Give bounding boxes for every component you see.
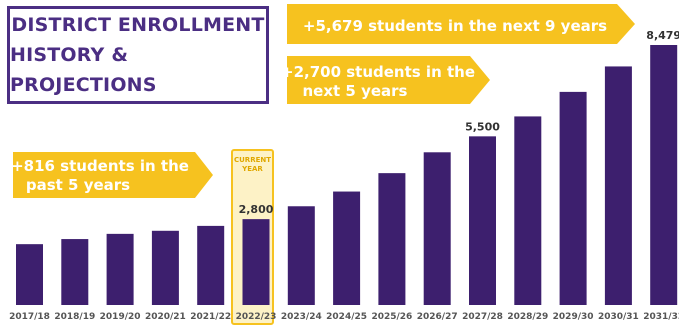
bar-2024-25	[333, 191, 361, 305]
bar-2017-18	[16, 244, 43, 305]
x-tick-label: 2023/24	[281, 312, 322, 322]
bar-2022-23	[242, 219, 270, 305]
bar-2028-29	[514, 116, 542, 305]
callout-past-line2: past 5 years	[26, 176, 130, 194]
x-tick-label: 2017/18	[9, 312, 50, 322]
bar-2023-24	[287, 206, 315, 305]
x-tick-label: 2022/23	[236, 312, 277, 322]
x-tick-label: 2018/19	[54, 312, 95, 322]
x-tick-label: 2021/22	[190, 312, 231, 322]
x-tick-label: 2031/32	[643, 312, 679, 322]
x-tick-label: 2030/31	[598, 312, 639, 322]
bar-2021-22	[197, 225, 225, 305]
data-label: 2,800	[239, 203, 274, 216]
callout-nine-year-text: +5,679 students in the next 9 years	[303, 17, 607, 35]
callout-arrow-past	[13, 152, 213, 198]
x-tick-label: 2028/29	[507, 312, 548, 322]
callout-arrow-five-year	[287, 56, 490, 104]
bar-2031-32	[650, 45, 678, 305]
callout-five-year-line2: next 5 years	[303, 82, 408, 100]
title-line-1: DISTRICT ENROLLMENT	[11, 14, 265, 36]
data-label: 8,479	[646, 29, 679, 42]
callout-past-line1: +816 students in the	[11, 157, 189, 175]
bar-2019-20	[106, 233, 134, 305]
x-tick-label: 2025/26	[371, 312, 412, 322]
bar-2029-30	[559, 91, 587, 305]
x-tick-label: 2019/20	[100, 312, 141, 322]
bar-2025-26	[378, 173, 406, 305]
title-box: DISTRICT ENROLLMENT HISTORY & PROJECTION…	[7, 6, 269, 104]
bar-2030-31	[604, 66, 632, 305]
data-label: 5,500	[465, 120, 500, 133]
x-tick-label: 2024/25	[326, 312, 367, 322]
title-line-2: HISTORY & PROJECTIONS	[10, 44, 157, 96]
x-tick-label: 2020/21	[145, 312, 186, 322]
callout-arrow-nine-year	[287, 4, 635, 44]
current-year-label-2: YEAR	[241, 165, 263, 173]
x-tick-label: 2026/27	[417, 312, 458, 322]
bar-2020-21	[151, 230, 179, 305]
bar-2026-27	[423, 152, 451, 305]
x-tick-label: 2027/28	[462, 312, 503, 322]
callout-five-year-line1: +2,700 students in the	[281, 63, 475, 81]
bar-2027-28	[469, 136, 496, 305]
x-tick-label: 2029/30	[553, 312, 594, 322]
bar-2018-19	[61, 239, 89, 305]
current-year-label-1: CURRENT	[234, 156, 271, 164]
